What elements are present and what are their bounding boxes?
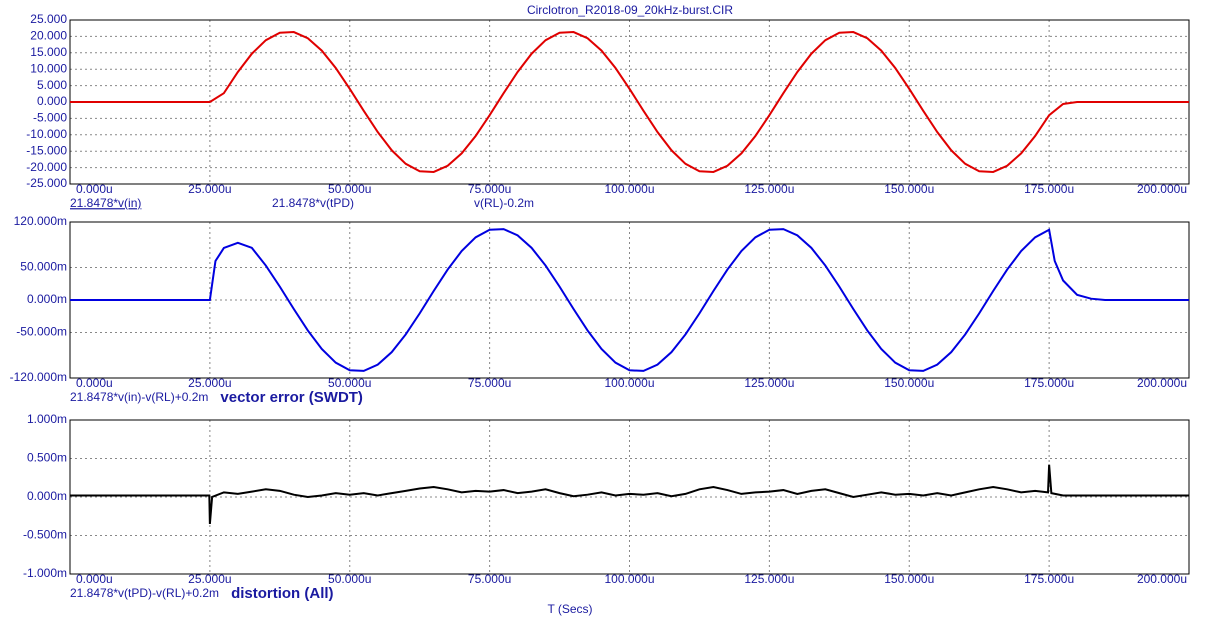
chart-title: Circlotron_R2018-09_20kHz-burst.CIR	[527, 3, 733, 17]
x-tick-label: 75.000u	[468, 376, 511, 390]
y-tick-label: 50.000m	[20, 260, 67, 274]
y-tick-label: -10.000	[26, 127, 67, 141]
series-line	[70, 464, 1189, 525]
y-tick-label: 20.000	[30, 29, 67, 43]
x-tick-label: 125.000u	[744, 572, 794, 586]
legend-label: 21.8478*v(in)-v(RL)+0.2m	[70, 390, 208, 404]
y-tick-label: 0.000m	[27, 489, 67, 503]
y-tick-label: 1.000m	[27, 412, 67, 426]
y-tick-label: -0.500m	[23, 528, 67, 542]
x-tick-label: 50.000u	[328, 182, 371, 196]
x-axis-label: T (Secs)	[547, 602, 592, 616]
trace-expression: 21.8478*v(tPD)	[272, 196, 354, 210]
legend-label: v(RL)-0.2m	[474, 196, 534, 210]
x-tick-label: 125.000u	[744, 376, 794, 390]
x-tick-label: 200.000u	[1137, 572, 1187, 586]
y-tick-label: -15.000	[26, 143, 67, 157]
x-tick-label: 175.000u	[1024, 572, 1074, 586]
y-tick-label: -5.000	[33, 111, 67, 125]
y-tick-label: -120.000m	[10, 370, 67, 384]
y-tick-label: 0.500m	[27, 451, 67, 465]
y-tick-label: -20.000	[26, 160, 67, 174]
x-tick-label: 50.000u	[328, 376, 371, 390]
x-tick-label: 150.000u	[884, 572, 934, 586]
x-tick-label: 125.000u	[744, 182, 794, 196]
y-tick-label: -50.000m	[16, 325, 67, 339]
legend-label: 21.8478*v(tPD)-v(RL)+0.2m	[70, 586, 219, 600]
y-tick-label: -1.000m	[23, 566, 67, 580]
x-tick-label: 75.000u	[468, 572, 511, 586]
y-tick-label: 15.000	[30, 45, 67, 59]
x-tick-label: 0.000u	[76, 572, 113, 586]
x-tick-label: 175.000u	[1024, 376, 1074, 390]
x-tick-label: 175.000u	[1024, 182, 1074, 196]
x-tick-label: 25.000u	[188, 182, 231, 196]
y-tick-label: 25.000	[30, 12, 67, 26]
y-tick-label: 10.000	[30, 61, 67, 75]
x-tick-label: 75.000u	[468, 182, 511, 196]
x-tick-label: 25.000u	[188, 572, 231, 586]
x-tick-label: 100.000u	[604, 572, 654, 586]
x-tick-label: 50.000u	[328, 572, 371, 586]
y-tick-label: 0.000m	[27, 292, 67, 306]
x-tick-label: 100.000u	[604, 376, 654, 390]
x-tick-label: 150.000u	[884, 182, 934, 196]
y-tick-label: -25.000	[26, 176, 67, 190]
x-tick-label: 150.000u	[884, 376, 934, 390]
annotation: distortion (All)	[231, 585, 333, 602]
x-tick-label: 0.000u	[76, 182, 113, 196]
trace-expression: 21.8478*v(in)	[70, 196, 141, 210]
x-tick-label: 200.000u	[1137, 182, 1187, 196]
y-tick-label: 120.000m	[14, 214, 67, 228]
x-tick-label: 25.000u	[188, 376, 231, 390]
x-tick-label: 200.000u	[1137, 376, 1187, 390]
y-tick-label: 0.000	[37, 94, 67, 108]
series-line	[70, 228, 1189, 372]
x-tick-label: 100.000u	[604, 182, 654, 196]
series-line	[70, 31, 1189, 173]
y-tick-label: 5.000	[37, 78, 67, 92]
x-tick-label: 0.000u	[76, 376, 113, 390]
plot-border	[69, 419, 1190, 575]
annotation: vector error (SWDT)	[220, 389, 363, 406]
